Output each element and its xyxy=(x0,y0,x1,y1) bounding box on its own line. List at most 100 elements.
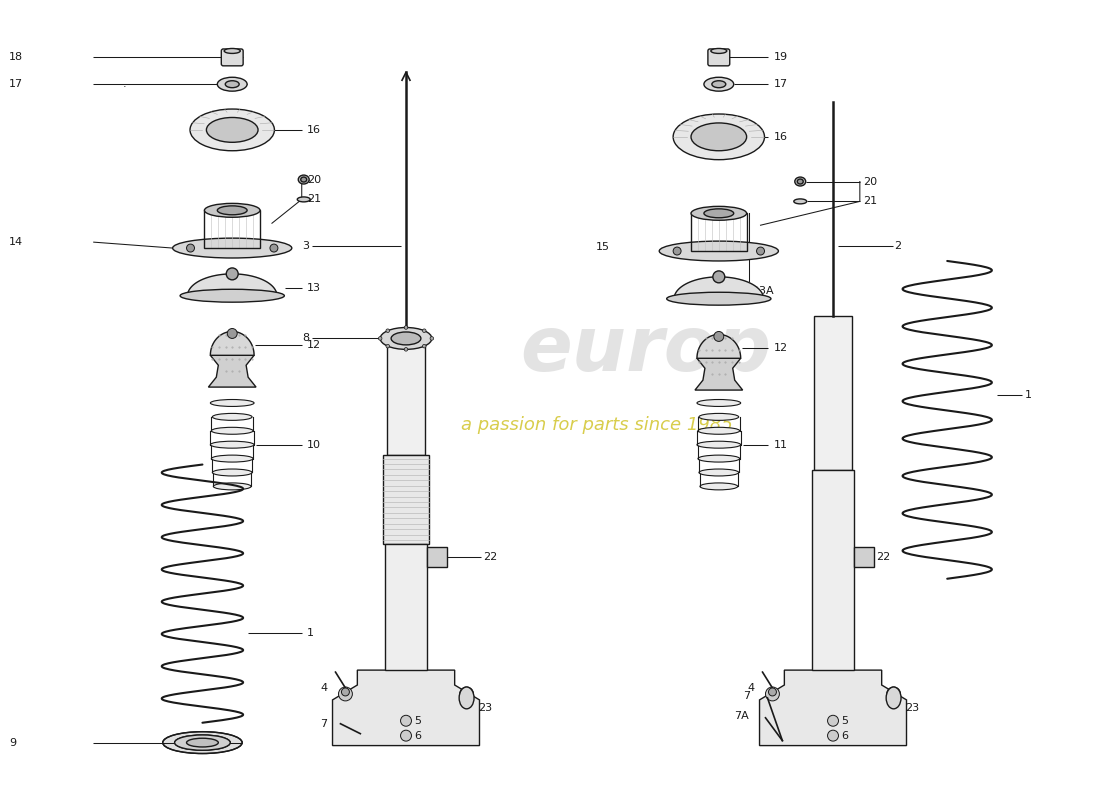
Ellipse shape xyxy=(218,78,248,91)
Circle shape xyxy=(769,688,777,696)
Text: 18: 18 xyxy=(9,52,23,62)
Text: 12: 12 xyxy=(773,343,788,354)
Circle shape xyxy=(228,329,238,338)
Text: 5: 5 xyxy=(414,716,421,726)
Ellipse shape xyxy=(887,687,901,709)
Ellipse shape xyxy=(698,427,739,434)
Text: 1: 1 xyxy=(307,628,314,638)
Polygon shape xyxy=(187,274,277,296)
Text: 3: 3 xyxy=(302,241,310,251)
Text: 20: 20 xyxy=(307,174,321,185)
Text: 22: 22 xyxy=(484,552,497,562)
Ellipse shape xyxy=(667,292,771,305)
Text: 23: 23 xyxy=(905,703,920,713)
Text: 9: 9 xyxy=(9,738,15,748)
Ellipse shape xyxy=(210,399,254,406)
Ellipse shape xyxy=(673,114,764,160)
Circle shape xyxy=(460,687,473,701)
Ellipse shape xyxy=(212,414,252,420)
Text: 22: 22 xyxy=(876,552,890,562)
Text: 8: 8 xyxy=(302,334,310,343)
Circle shape xyxy=(673,247,681,255)
Text: 15: 15 xyxy=(595,242,609,252)
Circle shape xyxy=(386,329,389,333)
Circle shape xyxy=(766,687,780,701)
Text: .: . xyxy=(123,79,126,90)
Polygon shape xyxy=(210,331,254,355)
Ellipse shape xyxy=(187,738,218,747)
Ellipse shape xyxy=(297,197,310,202)
Circle shape xyxy=(400,730,411,741)
Ellipse shape xyxy=(704,209,734,218)
Ellipse shape xyxy=(459,687,474,709)
Text: 21: 21 xyxy=(862,196,877,206)
Bar xyxy=(427,547,447,567)
Ellipse shape xyxy=(163,732,242,754)
Ellipse shape xyxy=(212,469,252,476)
Ellipse shape xyxy=(704,78,734,91)
Polygon shape xyxy=(697,334,740,358)
FancyBboxPatch shape xyxy=(221,49,243,66)
Ellipse shape xyxy=(794,199,806,204)
Ellipse shape xyxy=(205,203,260,218)
Ellipse shape xyxy=(207,118,258,142)
Text: 10: 10 xyxy=(307,440,321,450)
Ellipse shape xyxy=(381,327,432,350)
Ellipse shape xyxy=(180,290,285,302)
Bar xyxy=(383,454,429,544)
Text: 2: 2 xyxy=(894,241,902,251)
Ellipse shape xyxy=(700,483,738,490)
Bar xyxy=(854,547,873,567)
Text: 11: 11 xyxy=(773,440,788,450)
Ellipse shape xyxy=(392,332,421,345)
Text: 13: 13 xyxy=(307,282,321,293)
Ellipse shape xyxy=(698,414,739,420)
FancyBboxPatch shape xyxy=(708,49,729,66)
Circle shape xyxy=(339,687,352,701)
Circle shape xyxy=(341,688,350,696)
Text: 16: 16 xyxy=(773,132,788,142)
Ellipse shape xyxy=(211,455,253,462)
Circle shape xyxy=(714,331,724,342)
Text: a passion for parts since 1985: a passion for parts since 1985 xyxy=(461,416,733,434)
Circle shape xyxy=(386,344,389,348)
Circle shape xyxy=(400,715,411,726)
Text: 4: 4 xyxy=(747,683,755,693)
Polygon shape xyxy=(208,355,256,387)
Ellipse shape xyxy=(298,175,309,184)
Ellipse shape xyxy=(213,483,251,490)
Text: 13A: 13A xyxy=(752,286,774,296)
Text: 19: 19 xyxy=(773,52,788,62)
Ellipse shape xyxy=(798,179,803,184)
Bar xyxy=(385,544,427,670)
Ellipse shape xyxy=(711,49,727,54)
Text: 4: 4 xyxy=(320,683,328,693)
Circle shape xyxy=(404,347,408,351)
Bar xyxy=(814,315,851,470)
Text: 16: 16 xyxy=(307,125,321,135)
Ellipse shape xyxy=(218,206,248,214)
Bar xyxy=(812,470,854,670)
Text: 7: 7 xyxy=(744,691,750,701)
Text: 1: 1 xyxy=(1025,390,1032,400)
Text: 17: 17 xyxy=(9,79,23,90)
Text: 7A: 7A xyxy=(734,710,749,721)
Circle shape xyxy=(827,730,838,741)
Text: 21: 21 xyxy=(307,194,321,205)
Circle shape xyxy=(227,268,239,280)
Ellipse shape xyxy=(211,427,253,434)
Bar xyxy=(691,214,747,251)
Circle shape xyxy=(378,337,382,340)
Polygon shape xyxy=(674,277,763,298)
Ellipse shape xyxy=(691,123,747,150)
Ellipse shape xyxy=(300,177,307,182)
Text: 20: 20 xyxy=(862,177,877,186)
Text: 17: 17 xyxy=(773,79,788,90)
Bar xyxy=(205,210,260,248)
Ellipse shape xyxy=(697,399,740,406)
Ellipse shape xyxy=(691,206,747,220)
Circle shape xyxy=(827,715,838,726)
Circle shape xyxy=(187,244,195,252)
Polygon shape xyxy=(695,358,743,390)
Ellipse shape xyxy=(224,49,240,54)
